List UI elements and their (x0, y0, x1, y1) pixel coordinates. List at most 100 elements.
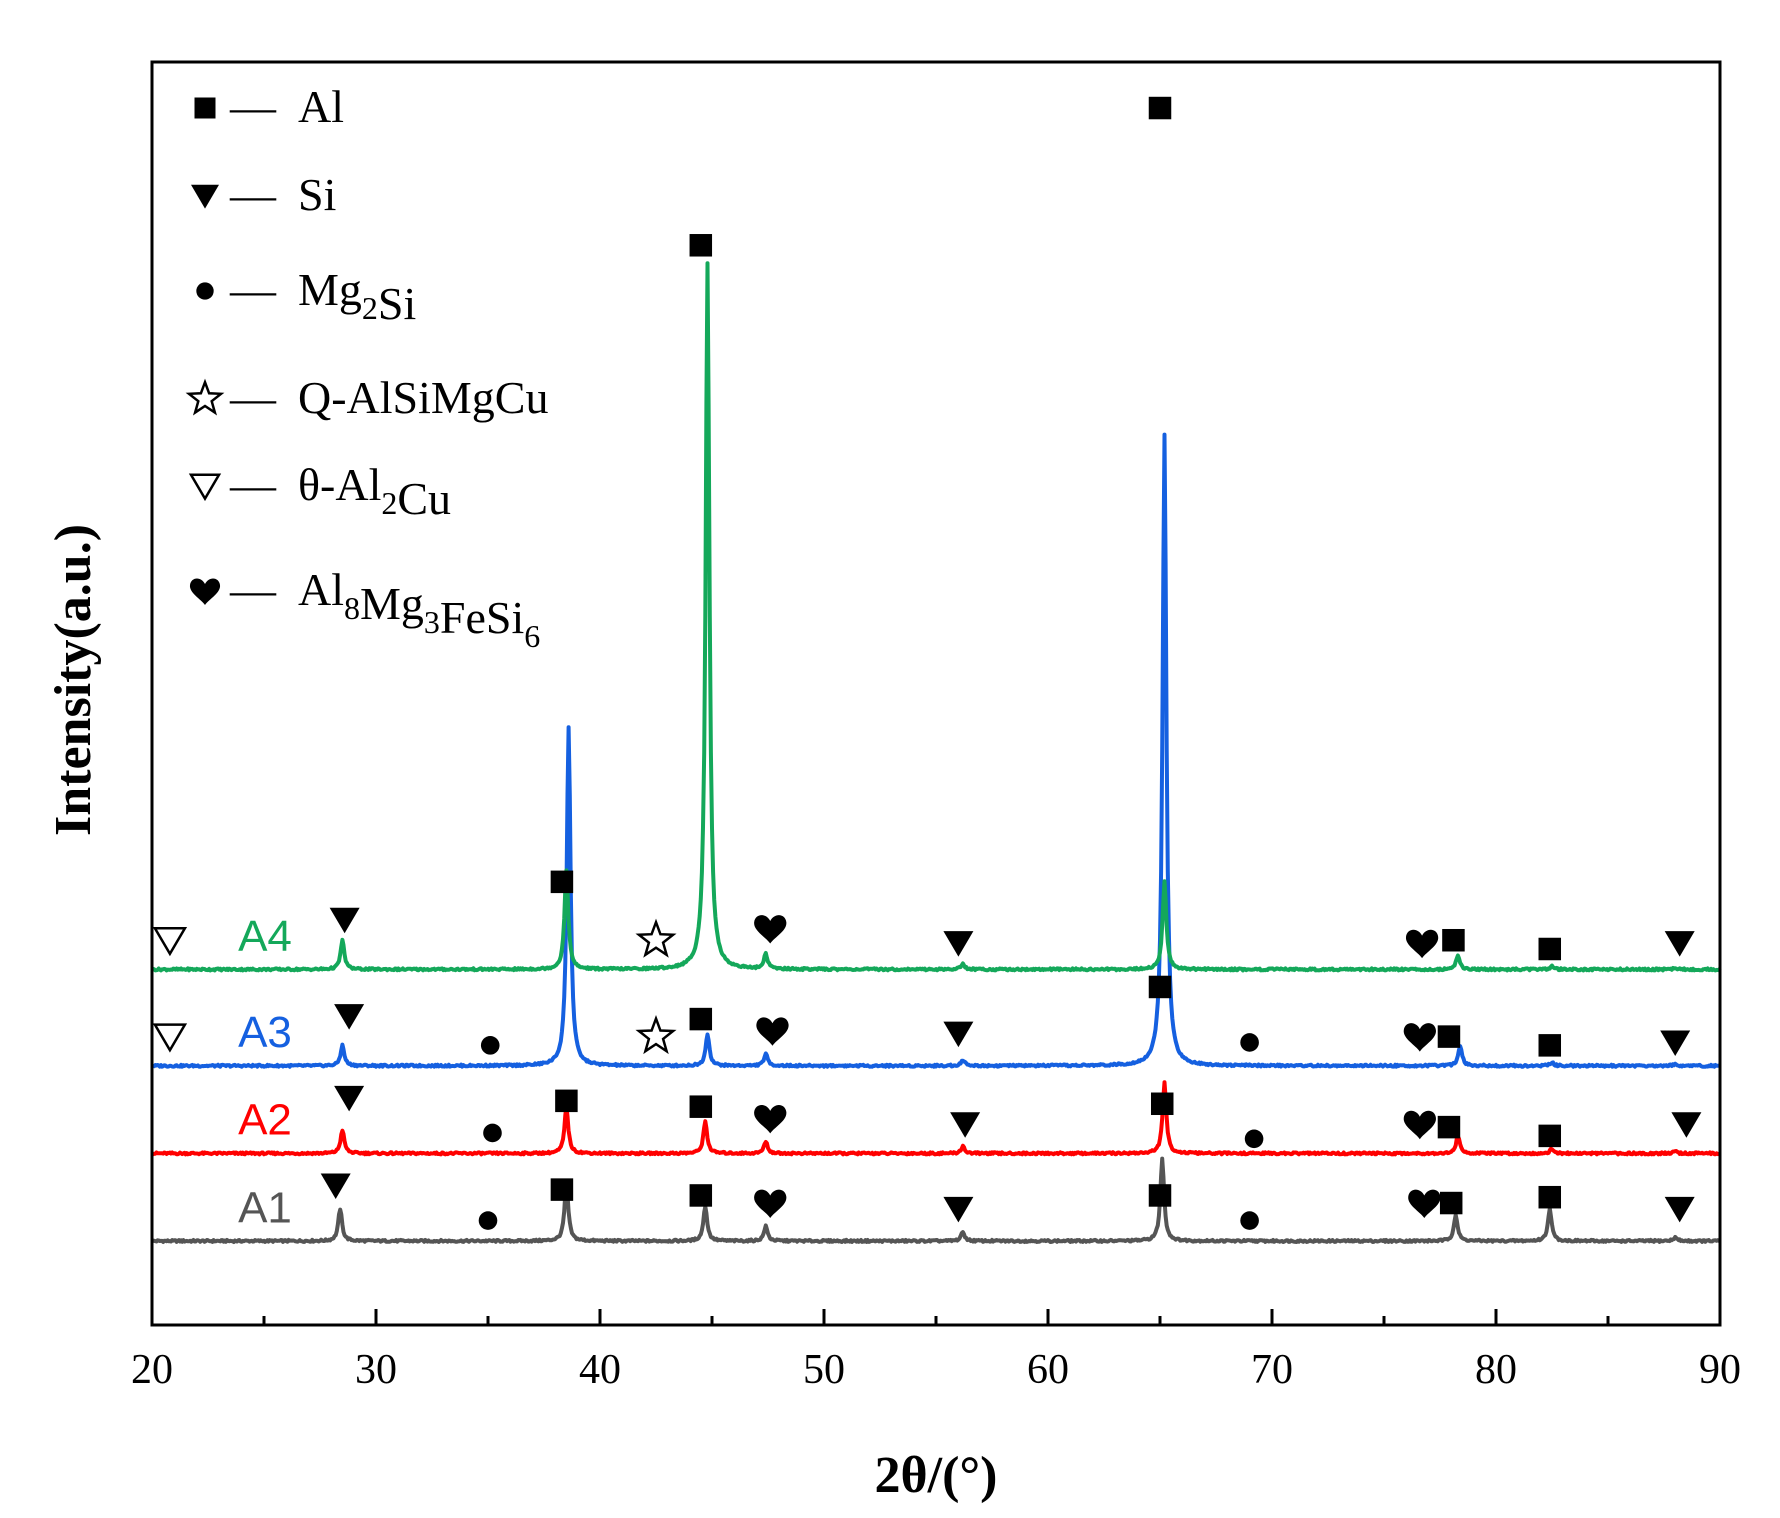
marker-filled-down-triangle (329, 907, 360, 934)
marker-filled-down-triangle (943, 1021, 974, 1048)
x-axis: 20 30 40 50 60 70 80 90 (131, 1309, 1741, 1393)
marker-filled-down-triangle (1664, 931, 1695, 957)
marker-filled-square (689, 1184, 713, 1207)
legend-dash: — (229, 564, 277, 615)
legend-label-subscript: 3 (424, 604, 440, 640)
sample-label-a4: A4 (238, 912, 292, 961)
legend-label: Q-AlSiMgCu (298, 372, 548, 423)
marker-filled-down-triangle (334, 1085, 365, 1112)
marker-filled-square (550, 870, 574, 894)
series-line-a4 (150, 261, 1722, 973)
marker-filled-circle (480, 1036, 500, 1055)
marker-heart (1408, 1189, 1441, 1219)
marker-heart (754, 915, 787, 944)
marker-filled-square (1148, 1184, 1172, 1207)
marker-filled-down-triangle (1664, 1196, 1695, 1223)
marker-filled-circle (1244, 1129, 1264, 1149)
marker-filled-square (1437, 1025, 1461, 1048)
legend-dash: — (229, 169, 277, 220)
marker-filled-square (1442, 928, 1465, 952)
marker-filled-down-triangle (1660, 1030, 1691, 1056)
legend-label: Al (298, 81, 344, 132)
marker-filled-square (1538, 1034, 1562, 1057)
marker-filled-square (1538, 1185, 1562, 1209)
y-axis-title: Intensity(a.u.) (45, 524, 102, 836)
marker-heart (754, 1189, 787, 1219)
legend: — Al— Si— Mg2Si— Q-AlSiMgCu— θ-Al2Cu— Al8Mg3Fe… (185, 81, 548, 654)
legend-label-subscript: 6 (524, 618, 540, 654)
legend-label-part: Si (378, 278, 416, 329)
marker-filled-down-triangle (943, 1196, 974, 1223)
legend-label-part: Cu (397, 473, 451, 524)
x-tick-label: 30 (355, 1347, 397, 1393)
x-tick-label: 50 (803, 1347, 845, 1393)
marker-filled-down-triangle (1671, 1112, 1702, 1138)
legend-label-part: Si (298, 169, 336, 220)
x-tick-label: 70 (1251, 1347, 1293, 1393)
legend-label-part: Q-AlSiMgCu (298, 372, 548, 423)
marker-open-down-triangle (152, 926, 188, 957)
marker-filled-square (550, 1178, 574, 1201)
marker-filled-down-triangle (950, 1112, 981, 1138)
marker-filled-square (555, 1089, 578, 1113)
legend-label-subscript: 2 (362, 290, 378, 326)
marker-filled-down-triangle (943, 931, 974, 957)
x-tick-label: 80 (1475, 1347, 1517, 1393)
legend-label-part: Al (298, 564, 344, 615)
marker-filled-square (1150, 1092, 1174, 1116)
marker-open-star (635, 918, 677, 958)
marker-filled-square (1538, 937, 1562, 961)
marker-filled-down-triangle (320, 1173, 351, 1200)
marker-heart (1405, 929, 1439, 959)
marker-heart (189, 578, 221, 605)
legend-label-part: FeSi (440, 592, 524, 643)
legend-label-part: θ-Al (298, 459, 381, 510)
marker-filled-square (1439, 1191, 1463, 1215)
legend-label-part: Mg (298, 264, 362, 315)
marker-open-down-triangle (152, 1023, 188, 1053)
legend-label-part: Mg (360, 578, 424, 629)
legend-label-subscript: 8 (344, 590, 360, 626)
marker-filled-square (1148, 975, 1172, 999)
marker-filled-square (1148, 96, 1172, 120)
legend-dash: — (229, 264, 277, 315)
legend-dash: — (229, 459, 277, 510)
marker-filled-square (194, 97, 216, 119)
legend-dash: — (229, 81, 277, 132)
marker-filled-circle (478, 1211, 498, 1230)
sample-label-a3: A3 (238, 1008, 292, 1057)
legend-label: Si (298, 169, 336, 220)
series-line-a1 (150, 1156, 1721, 1244)
x-tick-label: 90 (1699, 1347, 1741, 1393)
marker-filled-square (1538, 1124, 1562, 1148)
series-line-a3 (151, 432, 1722, 1069)
marker-layer (152, 96, 1702, 1230)
marker-filled-circle (483, 1123, 502, 1143)
legend-label-subscript: 2 (381, 485, 397, 521)
legend-label: Mg2Si (298, 264, 416, 329)
legend-label: Al8Mg3FeSi6 (298, 564, 540, 654)
marker-filled-circle (1240, 1033, 1259, 1052)
x-tick-label: 40 (579, 1347, 621, 1393)
marker-heart (1403, 1023, 1436, 1052)
sample-label-a2: A2 (238, 1096, 292, 1145)
marker-open-star (635, 1014, 677, 1055)
marker-open-down-triangle (188, 473, 222, 502)
sample-label-a1: A1 (238, 1183, 292, 1232)
marker-filled-circle (1240, 1211, 1259, 1230)
marker-heart (754, 1104, 787, 1134)
sample-label-layer: A1 A2 A3 A4 (238, 912, 292, 1233)
legend-dash: — (229, 372, 277, 423)
marker-filled-square (689, 1095, 713, 1118)
x-axis-title: 2θ/(°) (874, 1447, 997, 1504)
marker-open-star (185, 378, 225, 416)
legend-label: θ-Al2Cu (298, 459, 451, 524)
marker-filled-down-triangle (191, 184, 219, 209)
marker-filled-down-triangle (334, 1004, 365, 1030)
legend-label-part: Al (298, 81, 344, 132)
x-tick-label: 60 (1027, 1347, 1069, 1393)
marker-heart (756, 1017, 789, 1046)
marker-filled-circle (196, 282, 214, 300)
